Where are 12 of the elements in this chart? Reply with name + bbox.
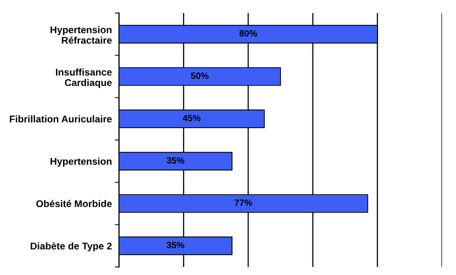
y-tick-label: Diabète de Type 2: [30, 242, 112, 252]
data-label: 35%: [166, 157, 184, 164]
data-label: 45%: [182, 114, 200, 122]
data-label: 77%: [234, 200, 252, 206]
y-tick-label: Hypertension: [50, 158, 112, 167]
data-label: 35%: [166, 242, 184, 248]
data-label: 80%: [239, 30, 257, 37]
y-tick-label: Obésité Morbide: [36, 200, 112, 208]
data-label: 50%: [190, 72, 209, 79]
y-tick-label: Fibrillation Auriculaire: [10, 115, 112, 122]
y-tick-label: Insuffisance Cardiaque: [56, 68, 112, 88]
y-tick-label: Hypertension Réfractaire: [50, 26, 112, 44]
